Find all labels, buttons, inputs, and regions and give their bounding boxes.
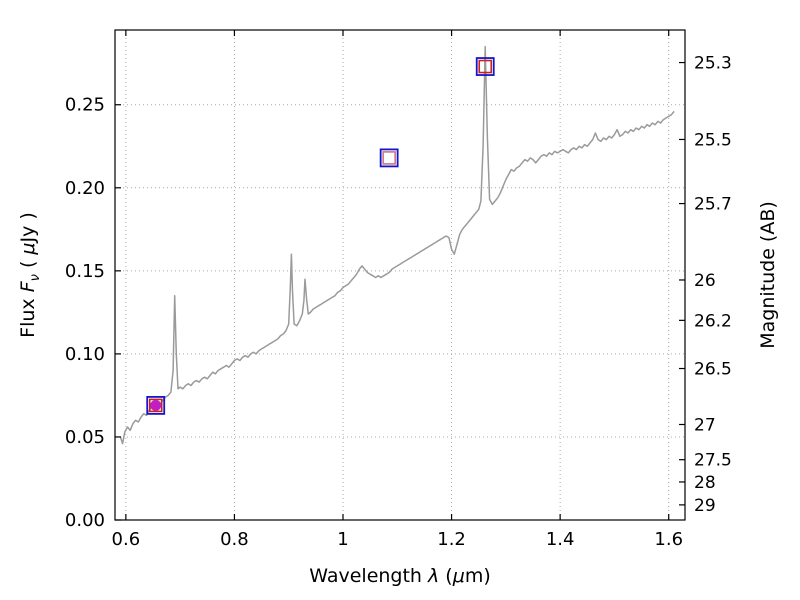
x-tick-label: 1 — [337, 529, 348, 550]
y-tick-label: 0.25 — [65, 95, 105, 116]
y2-tick-label: 25.5 — [694, 130, 732, 150]
photometry-marker-inner-square — [382, 151, 396, 165]
y-tick-label: 0.15 — [65, 261, 105, 282]
y2-tick-label: 28 — [694, 473, 716, 493]
y2-tick-label: 26 — [694, 271, 716, 291]
photometry-marker-outer-square — [379, 148, 399, 168]
y2-tick-label: 26.2 — [694, 311, 732, 331]
y-axis-label: Flux Fν ( μJy ) — [17, 212, 43, 338]
y2-tick-label: 29 — [694, 496, 716, 516]
y2-tick-label: 27 — [694, 415, 716, 435]
photometry-marker-circle — [150, 399, 162, 411]
photometry-marker-outer-square — [475, 57, 495, 76]
photometry-marker-inner-square — [148, 398, 163, 413]
y-tick-label: 0.20 — [65, 178, 105, 199]
y-tick-label: 0.10 — [65, 344, 105, 365]
x-tick-label: 1.6 — [654, 529, 683, 550]
spectrum-line — [119, 45, 675, 445]
x-tick-label: 1.2 — [437, 529, 466, 550]
axes-frame — [114, 29, 686, 521]
y-tick-label: 0.05 — [65, 427, 105, 448]
x-tick-label: 0.8 — [220, 529, 249, 550]
y2-tick-label: 26.5 — [694, 360, 732, 380]
x-tick-label: 1.4 — [546, 529, 575, 550]
y2-axis-label: Magnitude (AB) — [757, 201, 779, 349]
x-tick-label: 0.6 — [112, 529, 141, 550]
photometry-marker-outer-square — [146, 395, 166, 415]
y-tick-label: 0.00 — [65, 510, 105, 531]
photometry-marker-inner-square — [478, 59, 493, 74]
y2-tick-label: 27.5 — [694, 451, 732, 471]
y2-tick-label: 25.7 — [694, 195, 732, 215]
y2-tick-label: 25.3 — [694, 54, 732, 74]
x-axis-label: Wavelength λ (μm) — [309, 565, 491, 587]
